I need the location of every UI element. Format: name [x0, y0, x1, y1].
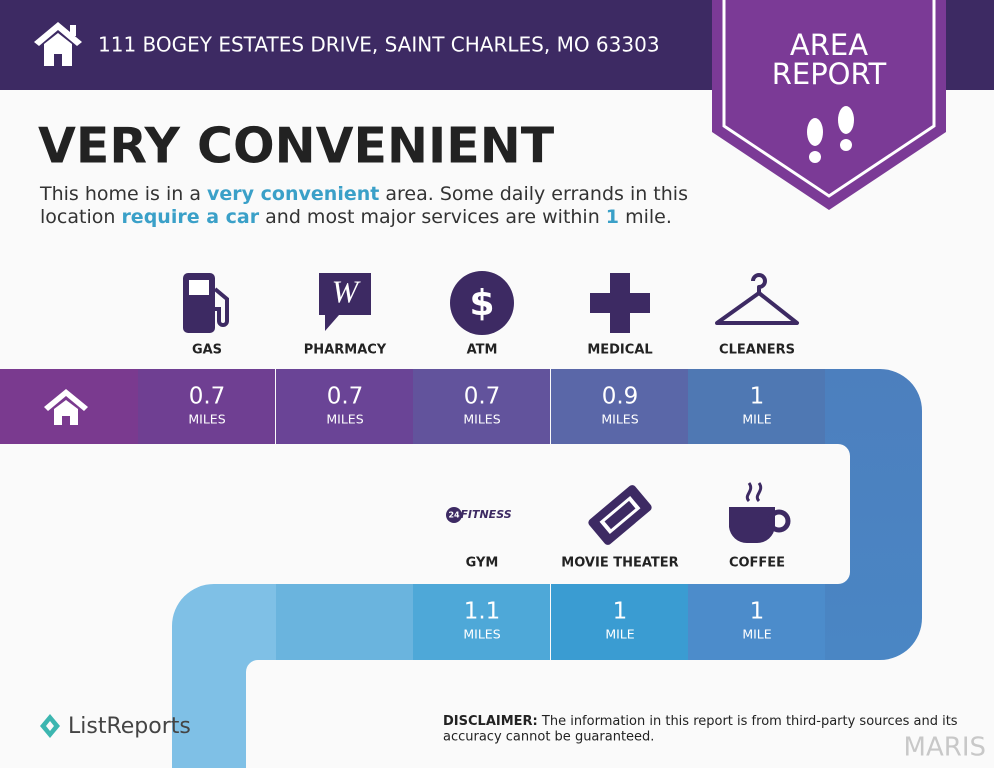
service-icon	[590, 273, 650, 333]
home-icon	[44, 389, 88, 425]
service-logo: 24 FITNESS	[446, 507, 512, 523]
service: $ ATM 0.7 MILES	[413, 271, 550, 444]
service-unit: MILES	[601, 412, 638, 427]
route-connector	[825, 369, 922, 660]
service-label: PHARMACY	[304, 343, 387, 358]
route-cell	[276, 584, 413, 660]
route-cell	[276, 369, 413, 444]
service-unit: MILE	[742, 412, 771, 427]
highlight: very convenient	[207, 183, 379, 205]
service-unit: MILE	[742, 627, 771, 642]
service-distance: 1.1	[464, 599, 501, 625]
service: GAS 0.7 MILES	[138, 273, 275, 444]
service-distance: 0.9	[602, 384, 639, 410]
service-distance: 1	[750, 384, 765, 410]
service-label: MEDICAL	[587, 343, 652, 358]
headline: VERY CONVENIENT	[38, 118, 555, 175]
text: mile.	[619, 206, 672, 228]
service-distance: 0.7	[464, 384, 501, 410]
footsteps-icon	[807, 106, 854, 163]
service-unit: MILE	[605, 627, 634, 642]
route-cell	[688, 584, 825, 660]
description-line: This home is in a very convenient area. …	[39, 183, 688, 205]
service: COFFEE 1 MILE	[688, 482, 825, 660]
text: area. Some daily errands in this	[379, 183, 688, 205]
route-cell	[413, 584, 550, 660]
service-icon: W	[319, 273, 371, 331]
service-unit: MILES	[188, 412, 225, 427]
service-label: ATM	[467, 343, 498, 358]
service-label: CLEANERS	[719, 343, 795, 358]
service-icon	[715, 273, 799, 325]
watermark: MARIS	[904, 733, 986, 763]
service-distance: 0.7	[327, 384, 364, 410]
address: 111 BOGEY ESTATES DRIVE, SAINT CHARLES, …	[98, 33, 660, 57]
description-line: location require a car and most major se…	[40, 206, 672, 228]
logo-badge-text: 24	[448, 511, 460, 520]
svg-text:$: $	[469, 283, 494, 324]
route-cell	[551, 584, 688, 660]
text: This home is in a	[39, 183, 207, 205]
route-cell	[688, 369, 825, 444]
service-distance: 0.7	[189, 384, 226, 410]
brand: ListReports	[68, 714, 191, 739]
highlight: 1	[606, 206, 619, 228]
service-distance: 1	[613, 599, 628, 625]
svg-text:W: W	[332, 273, 362, 309]
route-cell	[551, 369, 688, 444]
services: GAS 0.7 MILES W PHARMACY 0.7 MILES $ ATM 0.7 MILES…	[138, 271, 825, 660]
service: MEDICAL 0.9 MILES	[551, 273, 688, 444]
text: and most major services are within	[259, 206, 606, 228]
text: location	[40, 206, 121, 228]
disclaimer-label: DISCLAIMER:	[443, 714, 538, 729]
badge-border	[722, 0, 936, 198]
disclaimer: DISCLAIMER: The information in this repo…	[443, 714, 958, 729]
home-icon	[34, 22, 82, 66]
service: MOVIE THEATER 1 MILE	[551, 485, 688, 660]
service-distance: 1	[750, 599, 765, 625]
badge-text: AREA	[790, 28, 868, 62]
service-label: GAS	[192, 343, 222, 358]
badge-text: REPORT	[772, 57, 887, 91]
service: 24 FITNESS GYM 1.1 MILES	[413, 507, 550, 660]
service-label: COFFEE	[729, 556, 785, 571]
service-icon	[729, 482, 791, 544]
service-icon	[183, 273, 229, 333]
service-label: MOVIE THEATER	[561, 556, 678, 571]
service-unit: MILES	[463, 412, 500, 427]
service-icon: $	[450, 271, 514, 335]
service-label: GYM	[466, 556, 499, 571]
route-cell	[413, 369, 550, 444]
service: CLEANERS 1 MILE	[688, 273, 825, 444]
route-cell	[138, 369, 275, 444]
disclaimer: accuracy cannot be guaranteed.	[443, 730, 654, 745]
highlight: require a car	[121, 206, 259, 228]
logo-badge	[446, 507, 462, 523]
service-icon	[588, 485, 652, 545]
disclaimer-text: The information in this report is from t…	[541, 714, 958, 729]
brand-logo	[40, 714, 60, 738]
service: W PHARMACY 0.7 MILES	[276, 273, 413, 444]
service-unit: MILES	[463, 627, 500, 642]
route-start	[172, 584, 276, 768]
service-unit: MILES	[326, 412, 363, 427]
logo-text: FITNESS	[460, 508, 511, 521]
